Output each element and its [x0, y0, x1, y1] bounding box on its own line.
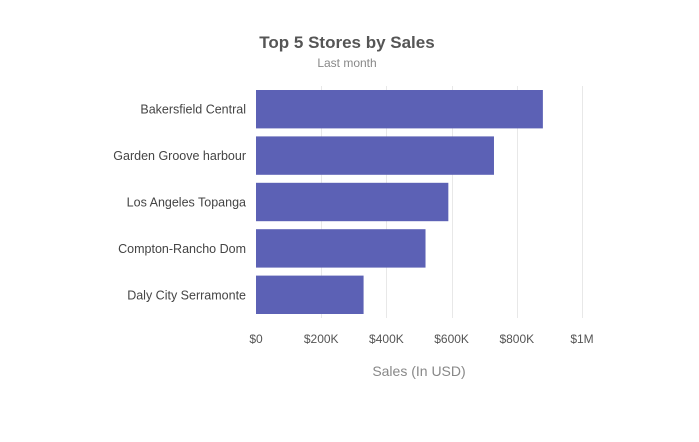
x-tick-labels: $0 $200K $400K $600K $800K $1M [249, 332, 593, 346]
x-tick-label: $200K [304, 332, 339, 346]
x-axis-label: Sales (In USD) [372, 363, 465, 379]
category-label: Compton-Rancho Dom [118, 242, 246, 256]
bar[interactable] [256, 275, 364, 314]
x-tick-label: $800K [499, 332, 534, 346]
category-labels: Bakersfield Central Garden Groove harbour… [113, 103, 246, 303]
chart-title: Top 5 Stores by Sales [259, 33, 434, 52]
chart-subtitle: Last month [317, 56, 376, 70]
x-tick-label: $1M [570, 332, 593, 346]
category-label: Daly City Serramonte [127, 288, 246, 302]
category-label: Los Angeles Topanga [127, 196, 246, 210]
x-tick-label: $400K [369, 332, 404, 346]
x-tick-label: $600K [434, 332, 469, 346]
bar[interactable] [256, 182, 449, 222]
bar[interactable] [256, 136, 494, 175]
bar[interactable] [256, 90, 543, 129]
category-label: Garden Groove harbour [113, 149, 246, 163]
x-tick-label: $0 [249, 332, 263, 346]
category-label: Bakersfield Central [140, 103, 246, 117]
bar[interactable] [256, 229, 426, 268]
bars [256, 90, 543, 314]
